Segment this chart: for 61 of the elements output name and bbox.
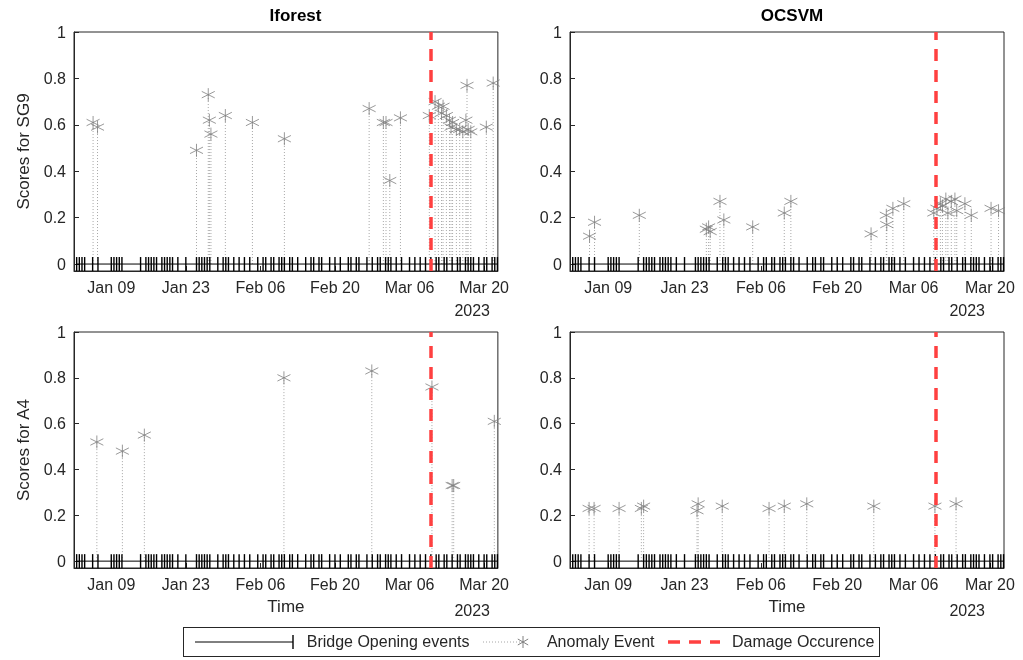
text: 2023 — [454, 301, 491, 319]
x-tick-label: Mar 20 — [965, 575, 1015, 593]
x-tick-label: Jan 09 — [87, 575, 136, 593]
x-tick-label: Jan 23 — [161, 575, 210, 593]
x-tick-label: Mar 20 — [459, 278, 510, 296]
y-tick-label: 0.6 — [539, 116, 563, 134]
y-tick-label: 0.4 — [539, 162, 563, 180]
y-axis-title: Scores for SG9 — [14, 93, 33, 210]
y-tick-label: 0.2 — [43, 506, 67, 524]
legend-label: Damage Occurence — [731, 633, 875, 651]
y-tick-label: 0.6 — [539, 415, 563, 433]
y-tick-label: 1 — [553, 323, 563, 341]
y-tick-label: 0 — [57, 255, 67, 273]
x-tick-label: Jan 23 — [660, 575, 709, 593]
x-tick-label: Mar 20 — [965, 278, 1015, 296]
y-tick-label: 1 — [57, 23, 67, 41]
y-tick-label: 0.2 — [43, 209, 67, 227]
y-tick-label: 0.4 — [43, 162, 67, 180]
y-tick-label: 0 — [553, 552, 563, 570]
x-tick-label: Feb 06 — [735, 575, 786, 593]
x-tick-label: Jan 23 — [161, 278, 210, 296]
x-axis-title: Time — [768, 597, 806, 616]
y-tick-label: 1 — [57, 323, 67, 341]
x-tick-label: Mar 06 — [888, 575, 939, 593]
y-tick-label: 0.8 — [539, 369, 563, 387]
x-tick-label: Feb 06 — [235, 278, 286, 296]
x-tick-label: Feb 20 — [812, 575, 863, 593]
x-tick-label: Feb 06 — [735, 278, 786, 296]
y-tick-label: 0.8 — [539, 69, 563, 87]
x-tick-label: Mar 20 — [459, 575, 510, 593]
y-tick-label: 0.6 — [43, 116, 67, 134]
y-tick-label: 0.4 — [43, 460, 67, 478]
x-tick-label: Jan 09 — [584, 278, 633, 296]
x-tick-label: Jan 09 — [584, 575, 633, 593]
y-tick-label: 1 — [553, 23, 563, 41]
x-tick-label: Jan 09 — [87, 278, 136, 296]
text: 2023 — [454, 601, 491, 619]
x-tick-label: Feb 20 — [310, 575, 360, 593]
x-tick-label: Mar 06 — [384, 575, 435, 593]
y-tick-label: 0.2 — [539, 209, 563, 227]
x-tick-label: Mar 06 — [888, 278, 939, 296]
y-tick-label: 0.8 — [43, 369, 67, 387]
legend-label: Bridge Opening events — [306, 633, 470, 651]
chart-title: OCSVM — [760, 6, 824, 25]
y-tick-label: 0 — [553, 255, 563, 273]
chart-title: Iforest — [269, 6, 322, 25]
text: 2023 — [949, 601, 986, 619]
y-tick-label: 0.2 — [539, 506, 563, 524]
y-axis-title: Scores for A4 — [14, 398, 33, 502]
x-tick-label: Mar 06 — [384, 278, 435, 296]
text: 2023 — [949, 301, 986, 319]
y-tick-label: 0.8 — [43, 69, 67, 87]
legend-label: Anomaly Event — [546, 633, 655, 651]
y-tick-label: 0.4 — [539, 460, 563, 478]
x-tick-label: Feb 06 — [235, 575, 286, 593]
y-tick-label: 0.6 — [43, 415, 67, 433]
x-tick-label: Feb 20 — [812, 278, 863, 296]
x-axis-title: Time — [267, 597, 305, 616]
x-tick-label: Feb 20 — [310, 278, 360, 296]
y-tick-label: 0 — [57, 552, 67, 570]
x-tick-label: Jan 23 — [660, 278, 709, 296]
